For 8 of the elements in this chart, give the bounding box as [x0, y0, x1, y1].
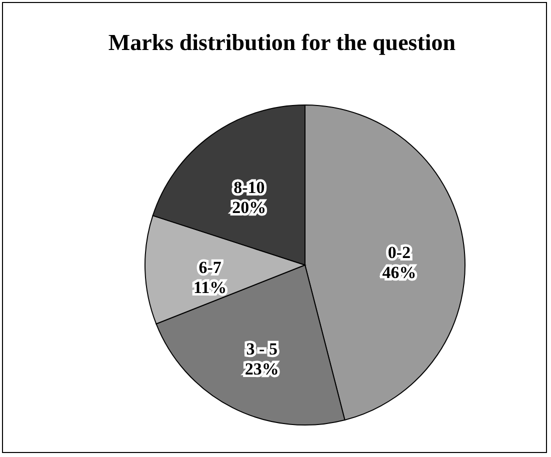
data-label: 23% — [244, 360, 279, 379]
slice-label: 8-10 — [234, 178, 265, 198]
data-label: 11% — [194, 278, 227, 297]
data-label: 20% — [232, 198, 266, 218]
slice-label: 6-7 — [198, 258, 222, 277]
slice-label: 0-2 — [388, 243, 411, 262]
chart-title: Marks distribution for the question — [108, 30, 456, 55]
data-label: 46% — [382, 263, 416, 282]
